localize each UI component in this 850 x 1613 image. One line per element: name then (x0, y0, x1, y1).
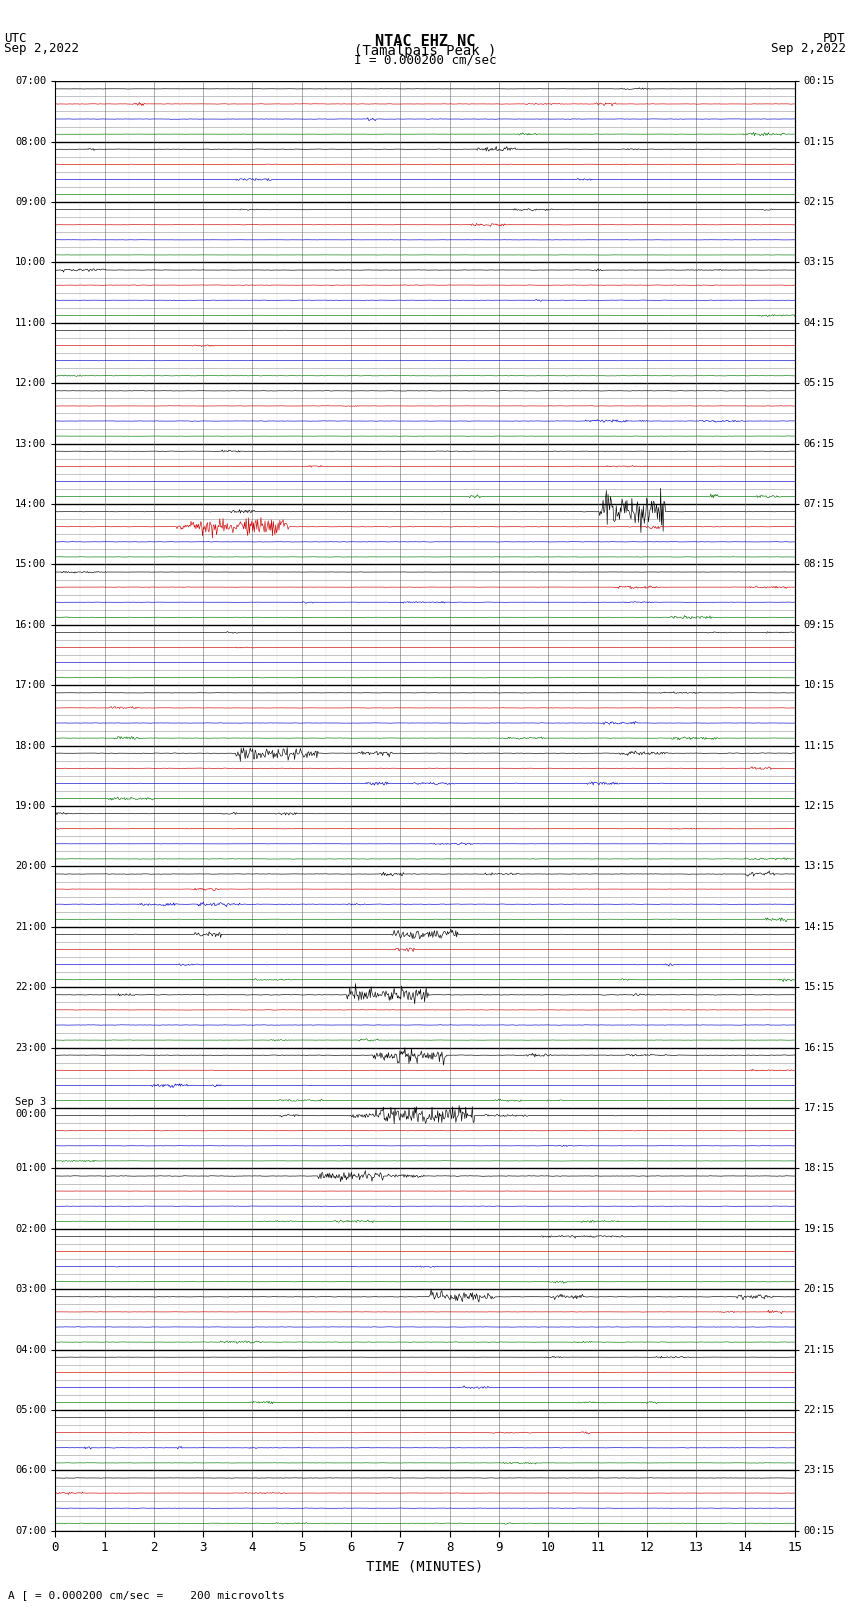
Text: Sep 2,2022: Sep 2,2022 (4, 42, 79, 55)
Text: NTAC EHZ NC: NTAC EHZ NC (375, 34, 475, 48)
Text: UTC: UTC (4, 32, 26, 45)
Text: I = 0.000200 cm/sec: I = 0.000200 cm/sec (354, 53, 496, 66)
X-axis label: TIME (MINUTES): TIME (MINUTES) (366, 1560, 484, 1574)
Text: A [ = 0.000200 cm/sec =    200 microvolts: A [ = 0.000200 cm/sec = 200 microvolts (8, 1590, 286, 1600)
Text: PDT: PDT (824, 32, 846, 45)
Text: (Tamalpais Peak ): (Tamalpais Peak ) (354, 44, 496, 58)
Text: Sep 2,2022: Sep 2,2022 (771, 42, 846, 55)
